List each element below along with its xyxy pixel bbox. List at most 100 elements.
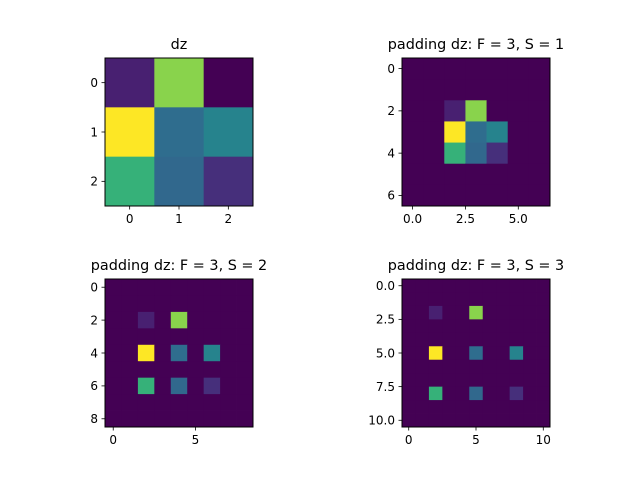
heatmap-cell [496,292,511,307]
heatmap-cell [423,79,445,101]
heatmap-cell [465,79,487,101]
x-tick-label: 2.5 [456,212,475,226]
heatmap-cell [236,328,254,346]
heatmap-cell [170,328,188,346]
heatmap-cell [236,410,254,428]
heatmap-cell [428,319,443,334]
heatmap-cell [509,386,524,401]
heatmap-cell [121,344,139,362]
y-tick-label: 7.5 [376,380,395,394]
heatmap-cell [469,319,484,334]
subplot-title: padding dz: F = 3, S = 1 [388,37,564,53]
heatmap-cell [442,292,457,307]
heatmap-cell [496,346,511,361]
heatmap-cell [536,319,551,334]
heatmap-cell [523,305,537,320]
heatmap-cell [428,413,443,428]
heatmap-cell [137,311,155,329]
heatmap-cell [523,319,537,334]
heatmap-cell [415,413,430,428]
heatmap-cell [154,344,172,362]
heatmap-cell [444,142,466,165]
heatmap-cell [528,163,551,186]
heatmap-cell [137,295,155,313]
heatmap-cell [469,346,484,361]
heatmap-cell [528,121,551,143]
heatmap-cell [402,142,424,165]
y-tick-label: 0.0 [376,279,395,293]
heatmap-cell [415,305,430,320]
heatmap-cell [402,373,416,388]
heatmap-cell [137,344,155,362]
heatmap-cell [170,279,188,296]
heatmap-cell [121,328,139,346]
heatmap-cell [187,295,205,313]
heatmap-cell [203,311,221,329]
heatmap-cell [509,305,524,320]
y-tick-label: 10.0 [368,414,395,428]
heatmap-cell [170,377,188,395]
heatmap-cell [428,400,443,414]
heatmap-cell [442,413,457,428]
heatmap-cell [482,319,497,334]
heatmap-cell [507,121,530,143]
heatmap-cell [455,346,470,361]
x-tick-label: 10 [536,433,551,447]
heatmap-cell [236,344,254,362]
heatmap-cell [442,386,457,401]
heatmap-cell [170,410,188,428]
heatmap-cell [496,386,511,401]
heatmap-cell [402,332,416,347]
heatmap-cell [428,279,443,293]
heatmap-cell [482,359,497,374]
heatmap-cell [105,107,155,158]
heatmap-cell [536,305,551,320]
heatmap-cell [154,410,172,428]
heatmap-cell [528,184,551,207]
heatmap-cell [423,163,445,186]
heatmap-cell [465,121,487,143]
heatmap-cell [528,58,551,80]
heatmap-cell [105,344,122,362]
heatmap-cell [442,373,457,388]
heatmap-cell [415,279,430,293]
heatmap-cell [465,184,487,207]
heatmap-cell [402,413,416,428]
heatmap-cell [496,400,511,414]
heatmap-cell [236,377,254,395]
heatmap-cell [423,100,445,122]
heatmap-cell [105,311,122,329]
x-tick-label: 2 [225,212,233,226]
heatmap-cell [455,413,470,428]
heatmap-cell [442,279,457,293]
heatmap-cell [469,305,484,320]
heatmap-cell [507,163,530,186]
heatmap-cell [428,386,443,401]
heatmap-cell [203,377,221,395]
heatmap-cell [203,328,221,346]
heatmap-cell [105,394,122,411]
heatmap-cell [402,121,424,143]
heatmap-cell [496,413,511,428]
heatmap-cell [507,184,530,207]
heatmap-cell [220,344,237,362]
heatmap-cell [496,373,511,388]
heatmap-cell [536,386,551,401]
heatmap-cell [496,279,511,293]
heatmap-cell [154,58,205,108]
y-tick-label: 6 [387,189,395,203]
heatmap-cell [402,386,416,401]
heatmap-cell [170,394,188,411]
heatmap-cell [482,279,497,293]
y-tick-label: 5.0 [376,346,395,360]
heatmap-cell [507,100,530,122]
heatmap-cell [444,121,466,143]
heatmap-cell [220,361,237,379]
heatmap-cell [509,413,524,428]
heatmap-cell [469,400,484,414]
heatmap-cell [523,346,537,361]
heatmap-cell [455,400,470,414]
heatmap-cell [415,319,430,334]
heatmap-cell [536,292,551,307]
heatmap-cell [523,413,537,428]
